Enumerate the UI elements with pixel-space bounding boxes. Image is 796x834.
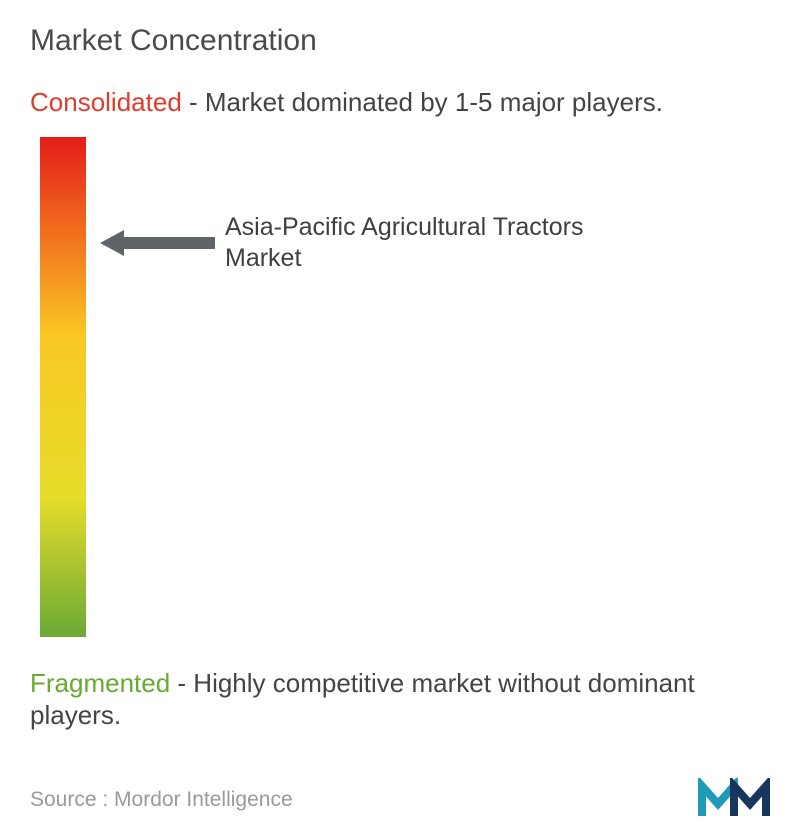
gauge-area: Asia-Pacific Agricultural Tractors Marke… xyxy=(30,137,766,647)
mordor-logo-icon xyxy=(698,778,772,820)
page-title: Market Concentration xyxy=(30,24,766,58)
source-text: Source : Mordor Intelligence xyxy=(30,788,293,812)
marker-pointer: Asia-Pacific Agricultural Tractors Marke… xyxy=(100,212,645,275)
marker-label: Asia-Pacific Agricultural Tractors Marke… xyxy=(225,212,645,275)
fragmented-label: Fragmented xyxy=(30,668,170,698)
consolidated-definition: Consolidated - Market dominated by 1-5 m… xyxy=(30,86,766,119)
concentration-gauge xyxy=(40,137,86,637)
consolidated-text: - Market dominated by 1-5 major players. xyxy=(182,87,663,117)
consolidated-label: Consolidated xyxy=(30,87,182,117)
fragmented-definition: Fragmented - Highly competitive market w… xyxy=(30,667,766,732)
arrow-left-icon xyxy=(100,228,215,258)
